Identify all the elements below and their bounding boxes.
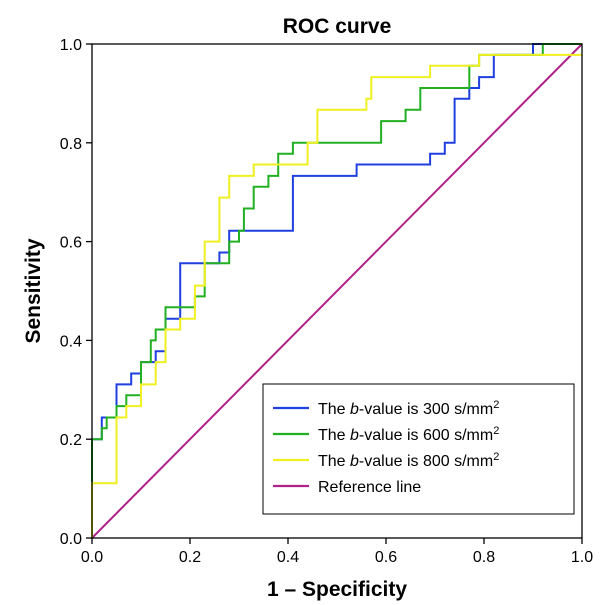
series-line-0 [91, 43, 582, 538]
chart-title: ROC curve [283, 15, 392, 38]
y-tick-label: 0.0 [60, 531, 82, 548]
x-tick-label: 0.8 [473, 549, 495, 566]
y-tick-label: 0.8 [60, 136, 82, 153]
x-tick-label: 0.6 [375, 549, 397, 566]
plot-frame [91, 43, 583, 539]
legend-label-1: The b-value is 600 s/mm2 [318, 425, 499, 444]
series-line-2 [91, 53, 582, 538]
legend-label-2: The b-value is 800 s/mm2 [318, 451, 499, 470]
series-line-3 [91, 43, 583, 539]
y-axis-title: Sensitivity [22, 238, 45, 343]
legend-label-3: Reference line [318, 479, 421, 496]
x-axis: 0.0 0.2 0.4 0.6 0.8 1.0 [81, 538, 593, 566]
x-tick-label: 0.4 [277, 549, 299, 566]
legend-label-0: The b-value is 300 s/mm2 [318, 399, 499, 418]
x-tick-label: 0.2 [179, 549, 201, 566]
y-tick-label: 0.6 [60, 235, 82, 252]
x-tick-label: 1.0 [571, 549, 593, 566]
legend: The b-value is 300 s/mm2 The b-value is 6… [262, 383, 575, 515]
legend-box [262, 383, 575, 515]
y-axis: 0.0 0.2 0.4 0.6 0.8 1.0 [60, 37, 92, 548]
y-tick-label: 0.2 [60, 432, 82, 449]
y-tick-label: 0.4 [60, 333, 82, 350]
x-tick-label: 0.0 [81, 549, 103, 566]
plot-lines [91, 43, 583, 539]
x-axis-title: 1 – Specificity [267, 578, 407, 601]
y-tick-label: 1.0 [60, 37, 82, 54]
